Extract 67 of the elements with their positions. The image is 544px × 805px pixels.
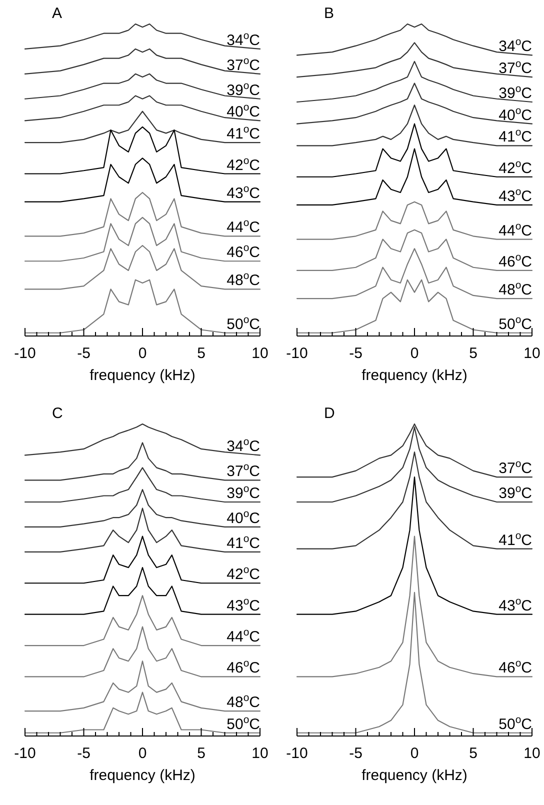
series-label: 40$^{o}$C	[498, 104, 532, 124]
chart-title: D	[324, 405, 335, 422]
chart-title: B	[324, 5, 334, 22]
series-label: 39$^{o}$C	[226, 483, 260, 502]
x-tick-label: 10	[524, 745, 540, 762]
series-label: 50$^{o}$C	[226, 314, 260, 333]
x-tick-label: -10	[14, 345, 36, 362]
series-label: 44$^{o}$C	[226, 217, 260, 236]
series-label: 48$^{o}$C	[226, 270, 260, 290]
series-label: 43$^{o}$C	[226, 182, 260, 202]
chart-title: A	[52, 5, 62, 22]
series-label: 37$^{o}$C	[498, 458, 532, 478]
x-tick-label: 5	[197, 345, 206, 362]
series-label: 48$^{o}$C	[498, 280, 532, 299]
series-label: 46$^{o}$C	[226, 658, 260, 677]
x-tick-label: 10	[524, 345, 540, 362]
series-label: 42$^{o}$C	[226, 564, 260, 584]
series-label: 44$^{o}$C	[226, 626, 260, 646]
series-label: 34$^{o}$C	[226, 436, 260, 456]
series-label: 37$^{o}$C	[498, 58, 532, 78]
series-label: 43$^{o}$C	[498, 186, 532, 205]
series-label: 37$^{o}$C	[226, 54, 260, 74]
series-label: 42$^{o}$C	[226, 154, 260, 174]
series-label: 50$^{o}$C	[226, 714, 260, 733]
x-tick-label: 10	[252, 345, 268, 362]
series-label: 41$^{o}$C	[498, 126, 532, 146]
series-label: 34$^{o}$C	[226, 30, 260, 49]
series-label: 46$^{o}$C	[498, 251, 532, 270]
series-label: 43$^{o}$C	[498, 595, 532, 614]
x-tick-label: 5	[197, 745, 206, 762]
x-tick-label: -5	[77, 745, 90, 762]
series-label: 46$^{o}$C	[498, 658, 532, 677]
series-label: 43$^{o}$C	[226, 595, 260, 614]
x-tick-label: -5	[349, 345, 362, 362]
series-label: 46$^{o}$C	[226, 242, 260, 262]
series-label: 41$^{o}$C	[226, 532, 260, 552]
x-tick-label: -10	[286, 345, 308, 362]
series-label: 44$^{o}$C	[498, 220, 532, 240]
x-tick-label: -5	[349, 745, 362, 762]
x-tick-label: 0	[138, 345, 147, 362]
series-label: 50$^{o}$C	[498, 314, 532, 333]
series-label: 37$^{o}$C	[226, 461, 260, 480]
series-label: 42$^{o}$C	[498, 158, 532, 177]
x-axis-title: frequency (kHz)	[362, 767, 468, 784]
x-tick-label: 5	[469, 345, 478, 362]
series-label: 48$^{o}$C	[226, 692, 260, 712]
series-label: 41$^{o}$C	[226, 124, 260, 143]
x-tick-label: 0	[138, 745, 147, 762]
x-tick-label: 5	[469, 745, 478, 762]
chart-title: C	[52, 405, 63, 422]
series-label: 40$^{o}$C	[226, 102, 260, 121]
series-label: 41$^{o}$C	[498, 530, 532, 549]
x-tick-label: 10	[252, 745, 268, 762]
series-label: 34$^{o}$C	[498, 36, 532, 56]
series-label: 39$^{o}$C	[226, 80, 260, 99]
x-axis-title: frequency (kHz)	[90, 767, 196, 784]
x-tick-label: -10	[14, 745, 36, 762]
series-label: 39$^{o}$C	[498, 83, 532, 102]
series-label: 50$^{o}$C	[498, 714, 532, 733]
series-label: 40$^{o}$C	[226, 508, 260, 527]
x-tick-label: -5	[77, 345, 90, 362]
x-axis-title: frequency (kHz)	[362, 367, 468, 384]
x-tick-label: -10	[286, 745, 308, 762]
x-tick-label: 0	[410, 745, 419, 762]
x-tick-label: 0	[410, 345, 419, 362]
series-label: 39$^{o}$C	[498, 483, 532, 502]
x-axis-title: frequency (kHz)	[90, 367, 196, 384]
